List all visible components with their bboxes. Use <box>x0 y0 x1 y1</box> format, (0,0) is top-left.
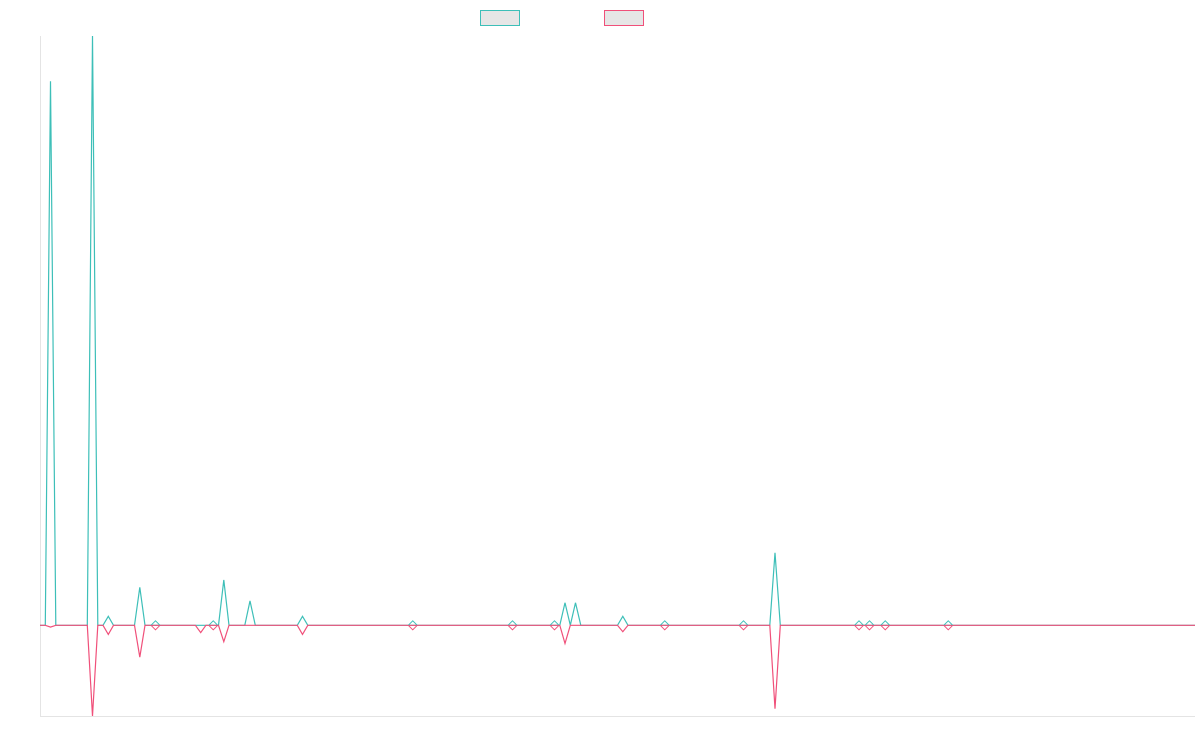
marker-point-b <box>659 624 670 631</box>
marker-point-a <box>854 620 864 626</box>
marker-point-b <box>208 624 219 631</box>
marker-point-b <box>854 624 864 631</box>
marker-point-a <box>943 620 954 626</box>
marker-point-a <box>659 620 670 626</box>
marker-point-b <box>407 624 418 631</box>
marker-point-a <box>738 620 749 626</box>
marker-point-b <box>738 624 749 631</box>
marker-point-a <box>150 620 161 626</box>
series-line-a <box>40 35 1195 626</box>
legend-swatch-series-a[interactable] <box>480 10 520 26</box>
chart-series <box>40 35 1195 717</box>
legend-swatch-series-b[interactable] <box>604 10 644 26</box>
marker-point-b <box>150 624 161 631</box>
marker-point-a <box>864 620 875 626</box>
marker-point-a <box>549 620 560 626</box>
marker-point-a <box>507 620 518 626</box>
marker-point-a <box>880 620 891 626</box>
marker-point-a <box>208 620 219 626</box>
chart-axes <box>40 36 1195 717</box>
marker-point-a <box>407 620 418 626</box>
marker-point-b <box>507 624 518 631</box>
chart-markers <box>150 620 954 631</box>
marker-point-b <box>864 624 875 631</box>
marker-point-b <box>880 624 891 631</box>
series-line-b <box>40 624 1195 717</box>
marker-point-b <box>943 624 954 631</box>
marker-point-b <box>549 624 560 631</box>
